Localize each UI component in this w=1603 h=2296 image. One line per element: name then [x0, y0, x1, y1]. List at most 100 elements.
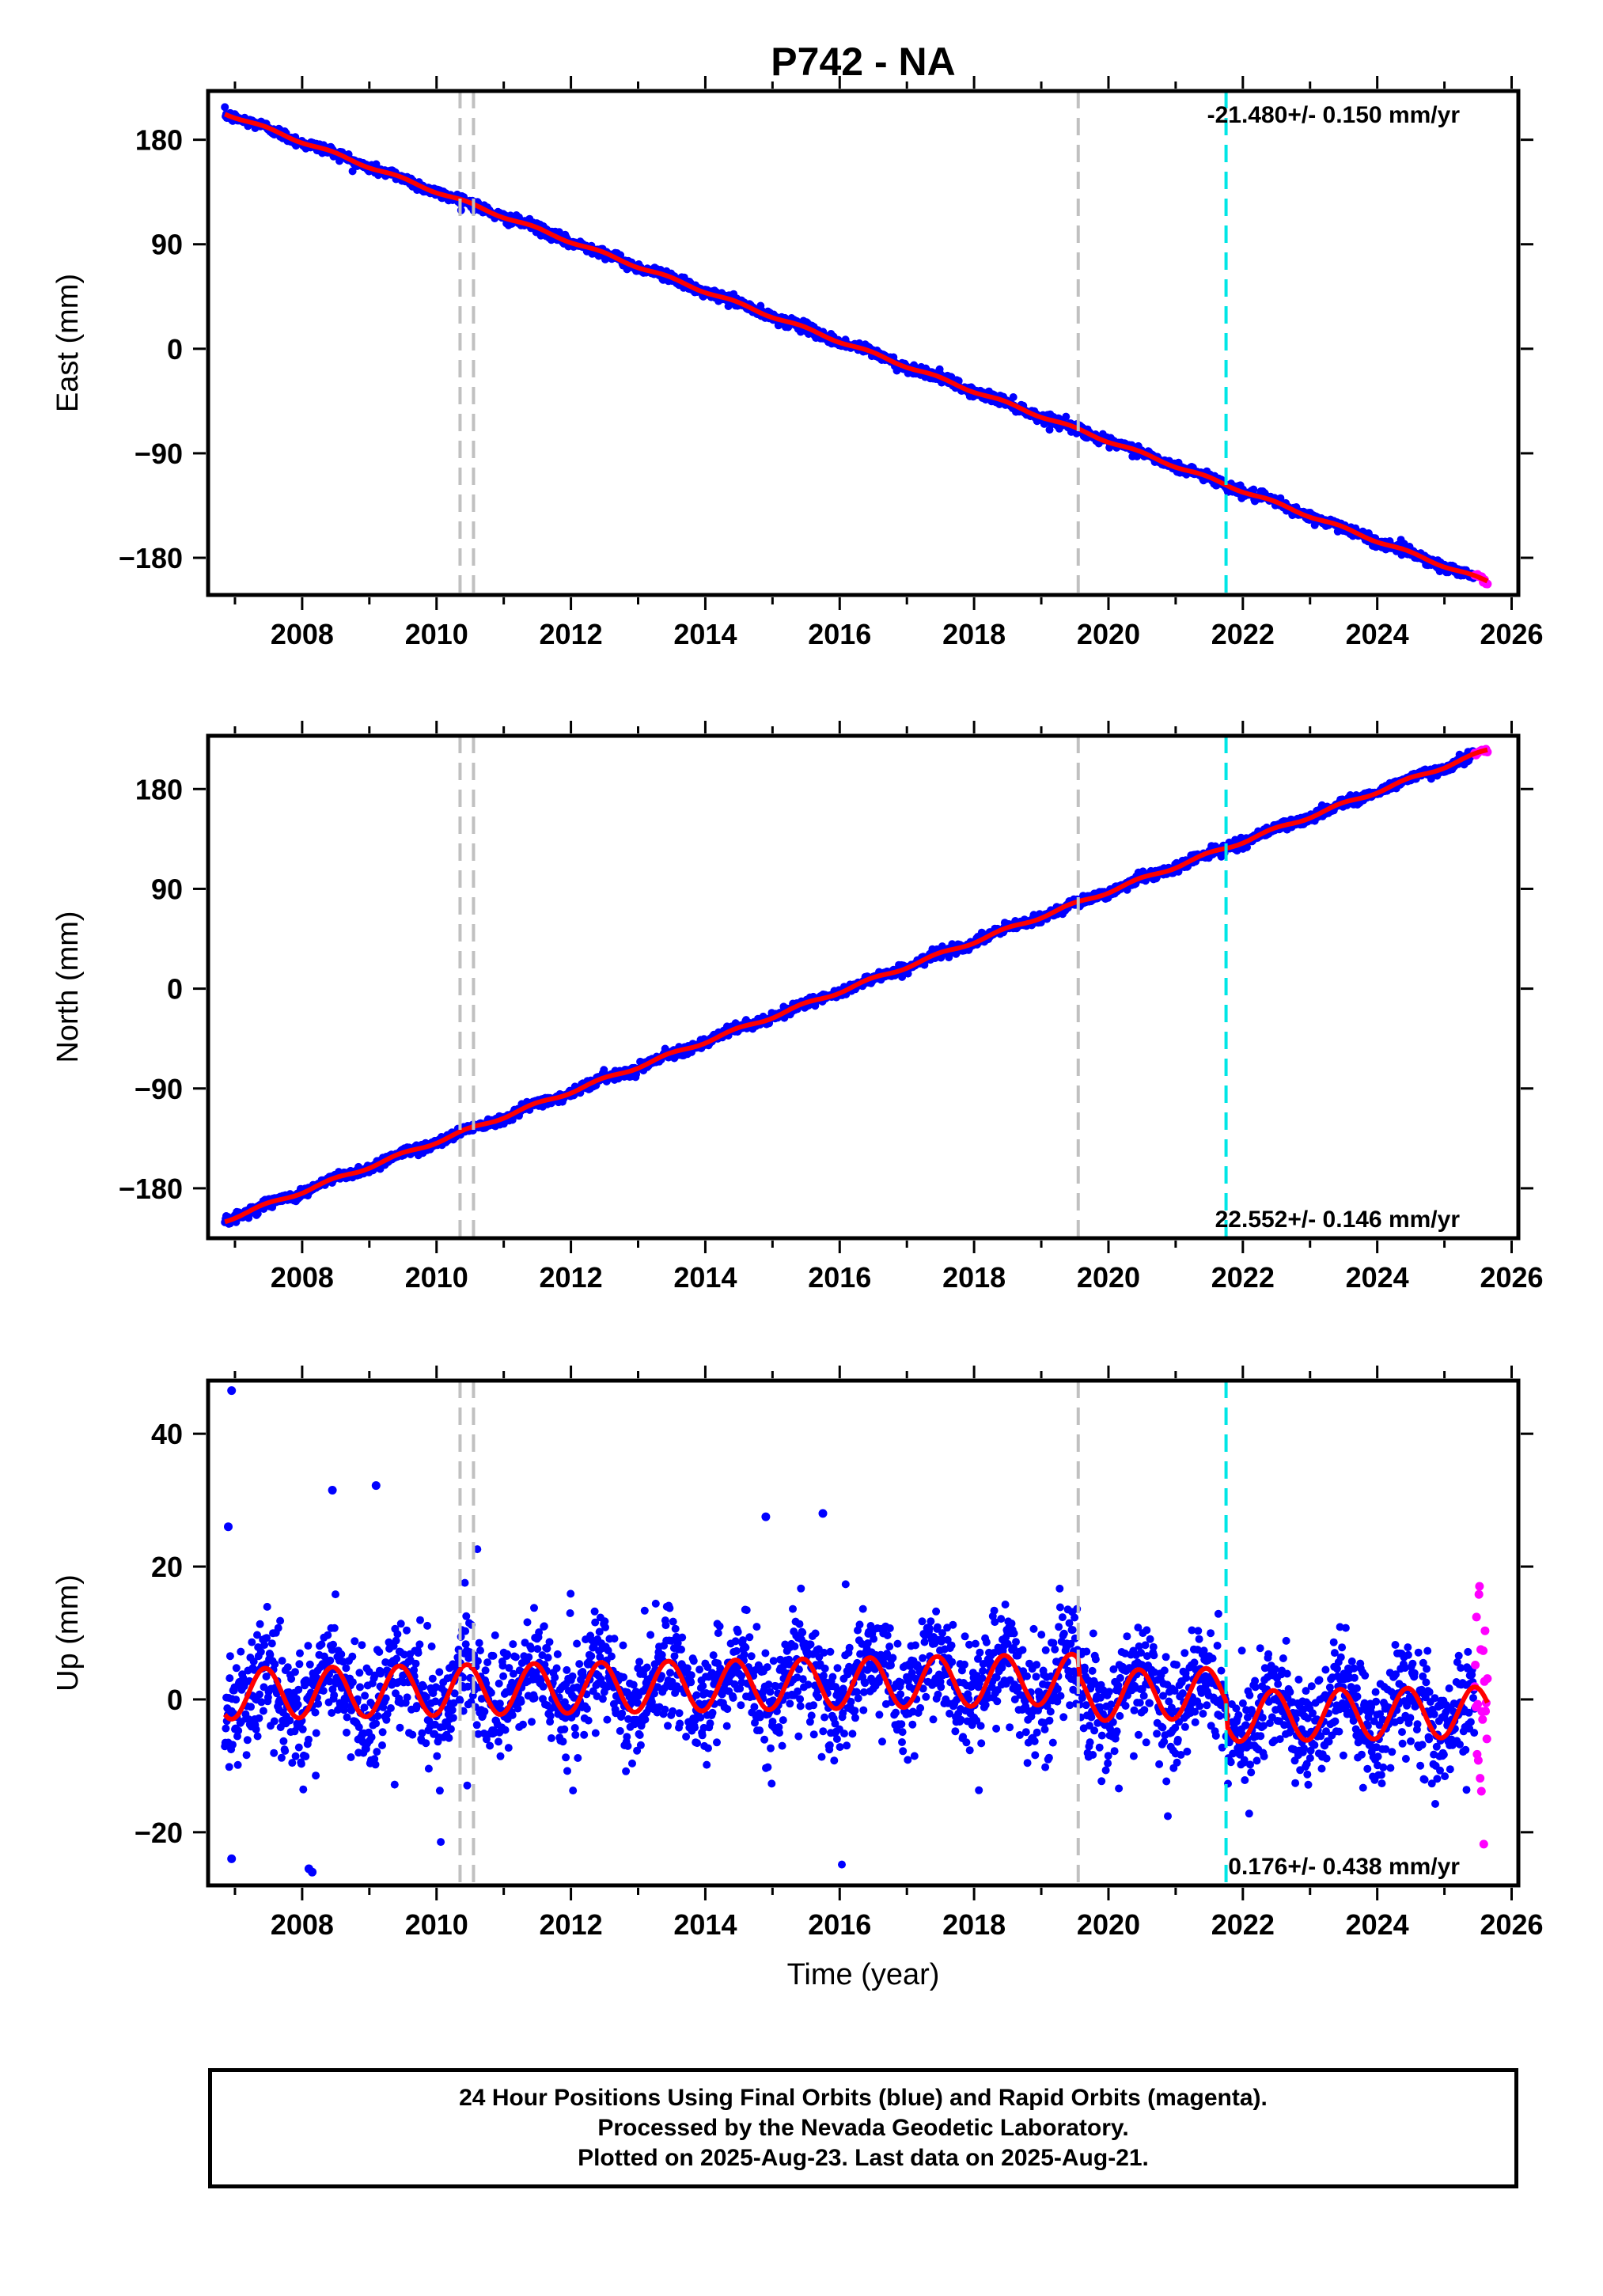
data-point	[543, 1644, 551, 1653]
data-point	[495, 1679, 503, 1688]
data-point	[618, 1709, 627, 1718]
data-point	[590, 1607, 599, 1616]
x-tick-label: 2018	[942, 1261, 1006, 1294]
data-point	[596, 1653, 604, 1661]
data-point	[381, 1694, 390, 1703]
data-point	[225, 1652, 234, 1661]
data-point	[473, 1657, 482, 1665]
data-point	[570, 1724, 579, 1732]
data-point	[266, 1650, 275, 1659]
data-point	[348, 167, 357, 176]
data-point	[505, 1664, 513, 1673]
data-point	[509, 1640, 517, 1649]
data-point	[356, 1683, 364, 1692]
data-point	[320, 1652, 328, 1661]
data-point	[1009, 393, 1018, 401]
north-plot-frame	[206, 733, 1521, 1241]
data-point	[301, 1752, 310, 1760]
data-point	[283, 1663, 292, 1672]
data-point	[553, 1650, 562, 1658]
data-point	[523, 1618, 532, 1627]
data-point	[481, 1666, 490, 1675]
data-point	[358, 1641, 366, 1650]
data-point	[378, 1741, 386, 1749]
data-point	[461, 1627, 470, 1635]
data-point	[575, 1660, 584, 1669]
data-point	[692, 1691, 701, 1699]
data-point	[687, 1678, 695, 1687]
data-point	[278, 1657, 286, 1665]
data-point	[259, 1707, 267, 1715]
data-point	[347, 1753, 355, 1761]
data-point	[403, 1693, 411, 1702]
data-point	[573, 1639, 582, 1648]
data-point	[279, 1737, 288, 1745]
data-point	[530, 1694, 539, 1703]
data-point	[475, 1639, 483, 1647]
data-point	[234, 1726, 243, 1735]
data-point	[473, 1545, 482, 1554]
x-tick-label: 2020	[1077, 618, 1140, 650]
data-point	[669, 1707, 677, 1715]
data-point	[601, 1623, 609, 1631]
data-point	[260, 1641, 269, 1650]
data-point	[449, 1714, 457, 1722]
data-point	[263, 1602, 271, 1611]
data-point	[641, 1715, 650, 1724]
data-point	[396, 1723, 404, 1732]
data-point	[619, 1641, 627, 1650]
x-tick-label: 2024	[1346, 1261, 1409, 1294]
data-point	[291, 1668, 299, 1677]
data-point	[270, 1749, 279, 1757]
data-point	[418, 1729, 426, 1737]
data-point	[477, 1695, 486, 1703]
data-point	[324, 1631, 332, 1639]
data-point	[503, 1650, 511, 1658]
data-point	[635, 1658, 644, 1666]
data-point	[706, 1719, 714, 1728]
data-point	[540, 1622, 548, 1631]
data-point	[691, 1723, 699, 1732]
data-point	[628, 1759, 636, 1767]
data-point	[274, 1623, 282, 1632]
data-point	[450, 1689, 459, 1698]
data-point	[504, 1744, 513, 1752]
data-point	[584, 1716, 593, 1725]
data-point	[416, 1616, 424, 1624]
data-point	[253, 1631, 261, 1639]
east-y-axis-label: East (mm)	[51, 274, 85, 412]
data-point	[449, 1699, 458, 1707]
data-point	[332, 1590, 339, 1599]
data-point	[563, 1665, 571, 1674]
data-point	[294, 1700, 302, 1709]
data-point	[495, 1737, 502, 1746]
data-point	[456, 1696, 464, 1705]
data-point	[546, 1711, 555, 1720]
data-point	[294, 1685, 303, 1694]
data-point	[683, 1664, 692, 1673]
y-tick-label: 180	[135, 124, 183, 157]
data-point	[650, 1689, 658, 1698]
x-tick-label: 2020	[1077, 1261, 1140, 1294]
x-tick-label: 2026	[1480, 1261, 1543, 1294]
data-point	[629, 1680, 638, 1689]
data-point	[297, 1760, 305, 1768]
data-point	[545, 1638, 554, 1646]
data-point	[428, 1674, 437, 1683]
data-point	[252, 1725, 260, 1733]
data-point	[633, 1699, 642, 1707]
x-tick-label: 2010	[405, 1261, 468, 1294]
data-point	[635, 1731, 644, 1739]
y-tick-label: −90	[135, 438, 183, 470]
data-point	[371, 1760, 380, 1769]
data-point	[448, 1706, 457, 1714]
data-point	[567, 1589, 575, 1598]
data-point	[462, 1612, 471, 1620]
data-point	[527, 1644, 536, 1653]
data-point	[329, 1640, 337, 1649]
up-final-orbit-points	[221, 1386, 1479, 1877]
data-point	[305, 1735, 313, 1744]
data-point	[330, 1691, 339, 1699]
x-tick-label: 2022	[1211, 618, 1275, 650]
data-point	[704, 1744, 712, 1752]
